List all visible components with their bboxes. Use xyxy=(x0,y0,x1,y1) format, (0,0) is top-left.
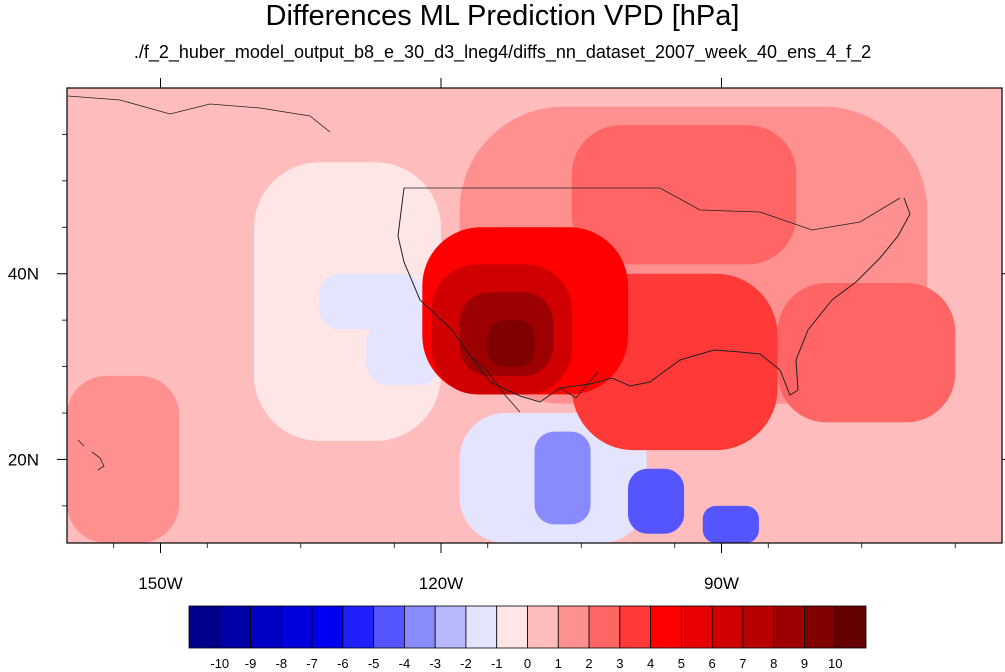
colorbar-box xyxy=(834,605,867,649)
colorbar-box xyxy=(619,605,651,649)
colorbar-box xyxy=(496,605,528,649)
axis-ticks: 150W 120W 90W 20N 40N xyxy=(8,78,1005,593)
colorbar-label: -10 xyxy=(210,656,229,671)
coastline-us xyxy=(397,187,911,403)
colorbar: -10 -9 -8 -7 -6 -5 -4 -3 -2 -1 0 1 2 3 4 5 6 7 8 9 10 xyxy=(188,605,867,671)
map-region xyxy=(702,505,759,543)
colorbar-label: -7 xyxy=(306,656,318,671)
x-tick-label: 120W xyxy=(419,574,463,593)
colorbar-box xyxy=(404,605,436,649)
alaska-coast xyxy=(67,95,331,133)
map-field xyxy=(67,88,1002,543)
colorbar-label: 4 xyxy=(647,656,654,671)
colorbar-label: 9 xyxy=(801,656,808,671)
colorbar-label: 6 xyxy=(709,656,716,671)
us-canada-border xyxy=(404,187,901,231)
colorbar-box xyxy=(280,605,313,649)
colorbar-box xyxy=(557,605,590,649)
colorbar-box xyxy=(219,605,251,649)
colorbar-box xyxy=(250,605,282,649)
map-region xyxy=(628,468,685,534)
colorbar-label: -4 xyxy=(399,656,411,671)
colorbar-label: -8 xyxy=(276,656,288,671)
colorbar-label: -2 xyxy=(460,656,472,671)
colorbar-label: -9 xyxy=(245,656,257,671)
colorbar-label: 10 xyxy=(828,656,842,671)
colorbar-label: -5 xyxy=(368,656,380,671)
colorbar-box xyxy=(711,605,744,649)
map-region xyxy=(571,125,797,265)
colorbar-label: 5 xyxy=(678,656,685,671)
colorbar-box xyxy=(342,605,375,649)
colorbar-box xyxy=(773,605,805,649)
colorbar-box xyxy=(588,605,621,649)
map-region xyxy=(777,283,956,423)
colorbar-label: 1 xyxy=(555,656,562,671)
colorbar-box xyxy=(465,605,498,649)
colorbar-label: 0 xyxy=(524,656,531,671)
plot-frame xyxy=(66,87,1003,544)
colorbar-box xyxy=(188,605,221,649)
colorbar-box xyxy=(373,605,405,649)
map-region xyxy=(534,431,591,525)
chart-title: Differences ML Prediction VPD [hPa] xyxy=(265,0,740,32)
colorbar-box xyxy=(434,605,467,649)
map-region xyxy=(67,375,180,543)
colorbar-label: 3 xyxy=(616,656,623,671)
x-tick-label: 90W xyxy=(704,574,739,593)
colorbar-label: 8 xyxy=(770,656,777,671)
colorbar-box xyxy=(650,605,682,649)
chart-subtitle: ./f_2_huber_model_output_b8_e_30_d3_lneg… xyxy=(133,42,872,62)
map-region xyxy=(319,273,423,330)
x-tick-label: 150W xyxy=(138,574,182,593)
map-region xyxy=(366,320,441,386)
colorbar-label: -6 xyxy=(337,656,349,671)
colorbar-label: 7 xyxy=(739,656,746,671)
map-region xyxy=(487,320,535,367)
colorbar-box xyxy=(311,605,344,649)
colorbar-box xyxy=(742,605,775,649)
y-tick-label: 40N xyxy=(8,265,39,284)
colorbar-box xyxy=(804,605,836,649)
colorbar-box xyxy=(680,605,713,649)
colorbar-box xyxy=(527,605,559,649)
colorbar-label: 2 xyxy=(585,656,592,671)
colorbar-label: -1 xyxy=(491,656,503,671)
baja-coast xyxy=(469,355,599,413)
y-tick-label: 20N xyxy=(8,450,39,469)
coastlines xyxy=(67,95,911,471)
hawaii-coast xyxy=(77,439,105,471)
colorbar-label: -3 xyxy=(429,656,441,671)
